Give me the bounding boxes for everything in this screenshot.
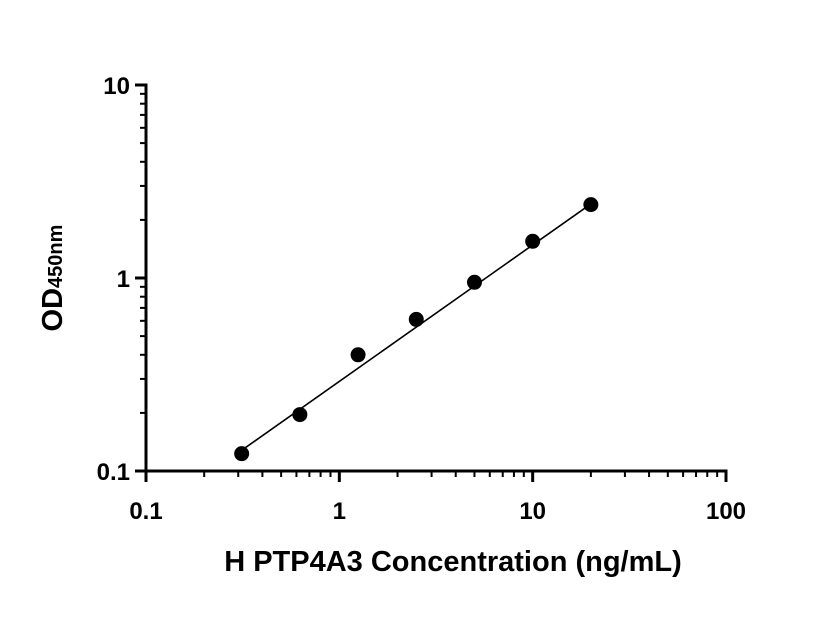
y-tick-label: 1 [117, 266, 130, 293]
data-point [350, 347, 366, 363]
y-axis-title-main: OD [37, 288, 69, 332]
tick-labels: 0.1 1 10 100 0.1 1 10 [97, 73, 746, 525]
y-axis-title: OD450nm [37, 225, 69, 332]
x-tick-label: 100 [706, 498, 746, 525]
data-point [408, 311, 424, 327]
y-tick-label: 10 [103, 73, 130, 100]
axes [135, 83, 728, 482]
data-point [234, 446, 250, 462]
data-point [292, 407, 308, 423]
data-point [583, 197, 599, 213]
y-tick-label: 0.1 [97, 459, 130, 486]
data-point [466, 274, 482, 290]
y-axis-title-subscript: 450nm [45, 225, 67, 288]
x-tick-label: 0.1 [129, 498, 162, 525]
x-tick-label: 10 [519, 498, 546, 525]
x-axis-title: H PTP4A3 Concentration (ng/mL) [224, 546, 682, 578]
data-points [234, 197, 599, 462]
x-tick-label: 1 [333, 498, 346, 525]
data-point [525, 233, 541, 249]
